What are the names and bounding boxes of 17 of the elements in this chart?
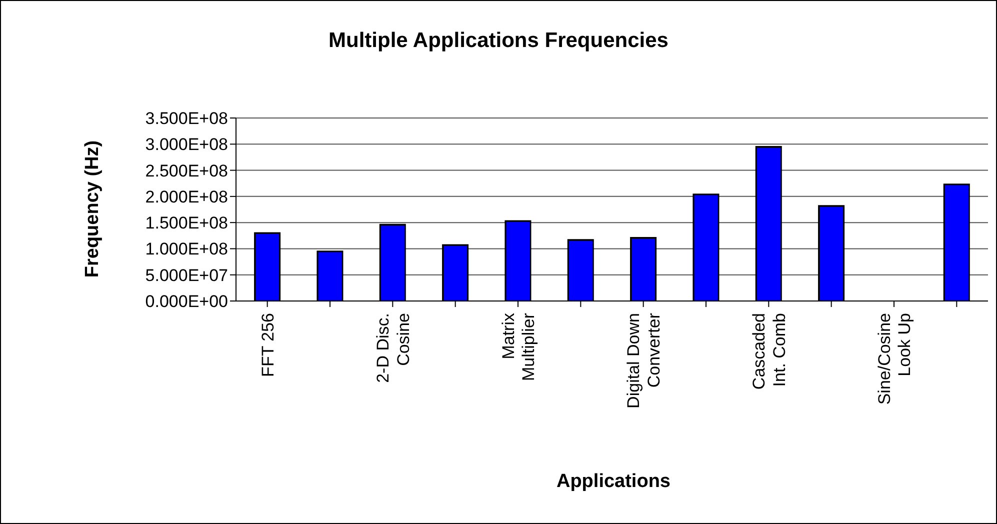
y-tick-label: 2.000E+08 bbox=[145, 187, 228, 206]
y-tick-label: 5.000E+07 bbox=[145, 266, 228, 285]
x-tick-label: Cascaded Int. Comb bbox=[749, 313, 789, 390]
x-tick-label: Matrix Multiplier bbox=[498, 312, 538, 382]
y-tick-label: 3.000E+08 bbox=[145, 135, 228, 154]
y-tick-label: 1.000E+08 bbox=[145, 240, 228, 259]
y-tick-label: 1.500E+08 bbox=[145, 214, 228, 233]
x-tick-label: Sine/Cosine Look Up bbox=[874, 313, 914, 405]
y-axis-title: Frequency (Hz) bbox=[81, 139, 104, 280]
y-tick-label: 0.000E+00 bbox=[145, 292, 228, 312]
chart-title: Multiple Applications Frequencies bbox=[328, 29, 670, 53]
x-tick-label: FFT 256 bbox=[258, 313, 278, 377]
x-tick-label: 2-D Disc. Cosine bbox=[373, 313, 413, 383]
x-tick-label: Digital Down Converter bbox=[624, 312, 664, 408]
x-axis-title: Applications bbox=[555, 471, 672, 493]
y-tick-label: 3.500E+08 bbox=[145, 109, 228, 128]
y-tick-label: 2.500E+08 bbox=[145, 161, 228, 180]
